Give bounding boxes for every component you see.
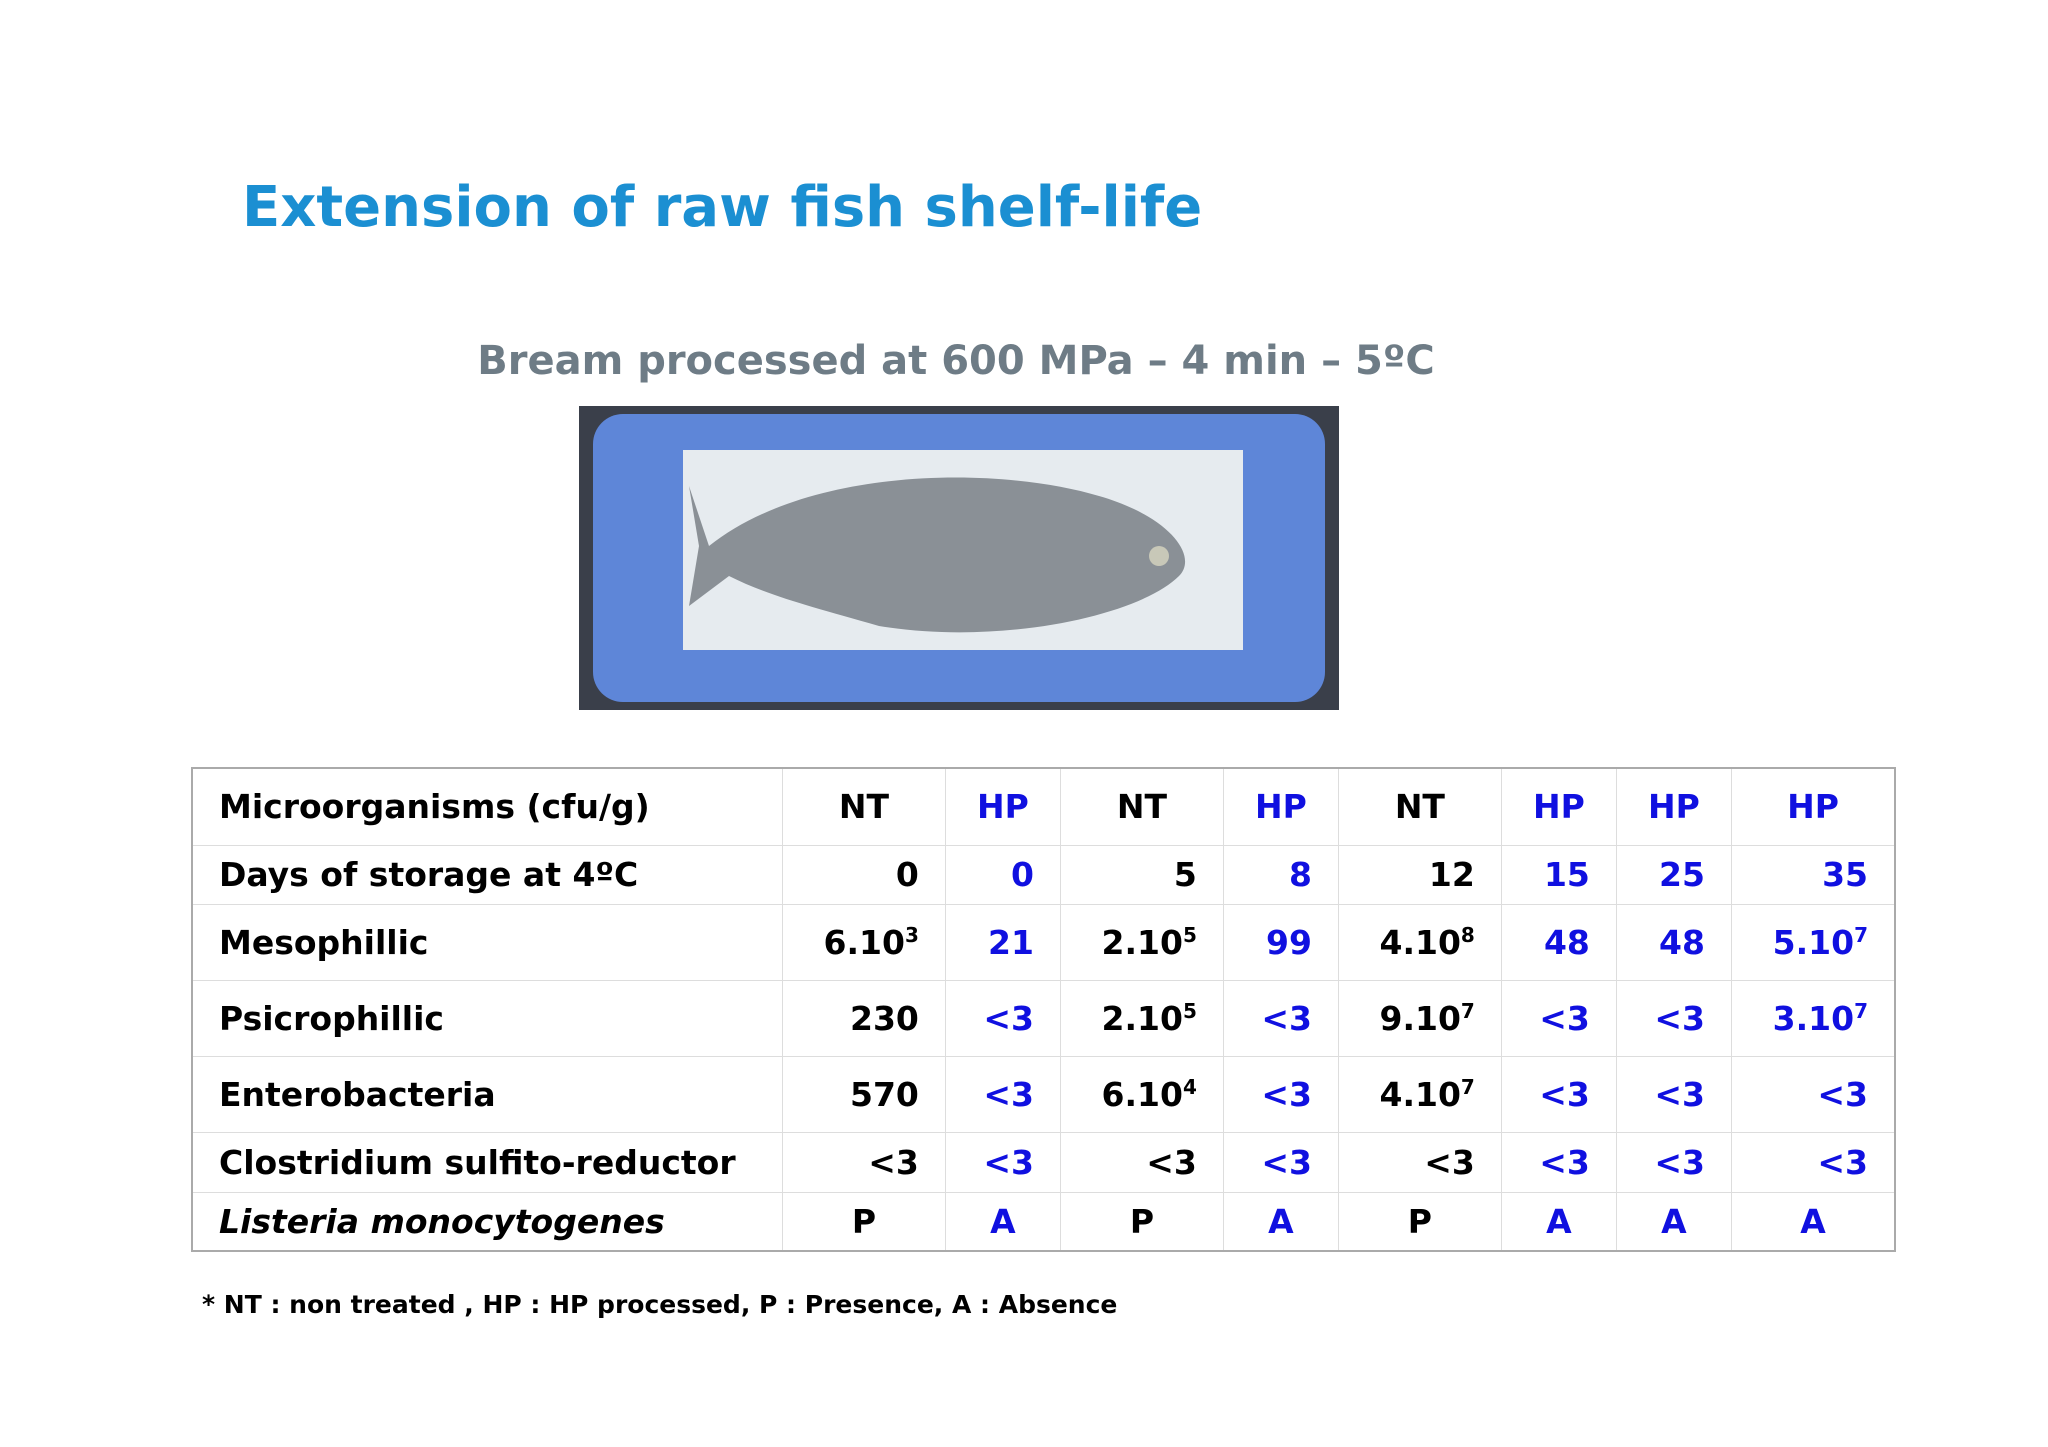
table-row: Microorganisms (cfu/g) NT HP NT HP NT HP HP HP	[191, 767, 1896, 846]
table-cell: A	[1222, 1191, 1339, 1252]
table-cell: 12	[1337, 844, 1502, 905]
table-cell: NT	[782, 767, 946, 846]
cell-base: 4.10	[1379, 1074, 1461, 1114]
table-cell: Mesophillic	[191, 903, 783, 981]
data-table: Microorganisms (cfu/g) NT HP NT HP NT HP HP HP Da…	[191, 767, 1896, 1252]
table-cell: <3	[1615, 979, 1732, 1057]
table-row: Psicrophillic 230 <3 2.105 <3 9.107 <3 <3 3.107	[191, 979, 1896, 1057]
table-cell: A	[1500, 1191, 1617, 1252]
table-cell: <3	[944, 979, 1061, 1057]
table-cell: <3	[1337, 1131, 1502, 1193]
cell-base: 6.10	[823, 922, 905, 962]
table-cell: 0	[782, 844, 946, 905]
subtitle: Bream processed at 600 MPa – 4 min – 5ºC	[477, 338, 1435, 384]
table-cell: Microorganisms (cfu/g)	[191, 767, 783, 846]
table-cell: 48	[1500, 903, 1617, 981]
table-cell: 230	[782, 979, 946, 1057]
footnote: * NT : non treated , HP : HP processed, …	[202, 1290, 1118, 1319]
cell-exponent: 8	[1460, 922, 1475, 947]
table-cell: <3	[1059, 1131, 1224, 1193]
title: Extension of raw fish shelf-life	[242, 175, 1203, 240]
table-cell: 0	[944, 844, 1061, 905]
table-cell: 6.104	[1059, 1055, 1224, 1133]
table-cell: Listeria monocytogenes	[191, 1191, 783, 1252]
cell-base: 4.10	[1379, 922, 1461, 962]
table-cell: HP	[944, 767, 1061, 846]
table-cell: 35	[1730, 844, 1896, 905]
table-cell: 8	[1222, 844, 1339, 905]
table-cell: <3	[944, 1131, 1061, 1193]
table-row: Enterobacteria 570 <3 6.104 <3 4.107 <3 <3 <3	[191, 1055, 1896, 1133]
table-cell: A	[1730, 1191, 1896, 1252]
table-cell: 99	[1222, 903, 1339, 981]
table-cell: <3	[1500, 1131, 1617, 1193]
cell-base: 2.10	[1101, 922, 1183, 962]
table-cell: P	[782, 1191, 946, 1252]
table-cell: <3	[1730, 1131, 1896, 1193]
table-cell: P	[1337, 1191, 1502, 1252]
table-row: Listeria monocytogenes P A P A P A A A	[191, 1191, 1896, 1252]
cell-exponent: 7	[1854, 922, 1868, 947]
table-cell: NT	[1337, 767, 1502, 846]
table-cell: 570	[782, 1055, 946, 1133]
table-cell: 15	[1500, 844, 1617, 905]
cell-exponent: 7	[1460, 1074, 1475, 1099]
table-cell: 4.108	[1337, 903, 1502, 981]
table-row: Mesophillic 6.103 21 2.105 99 4.108 48 48 5.107	[191, 903, 1896, 981]
table-cell: 5	[1059, 844, 1224, 905]
table-cell: P	[1059, 1191, 1224, 1252]
table-cell: Enterobacteria	[191, 1055, 783, 1133]
table-cell: HP	[1730, 767, 1896, 846]
table-cell: <3	[1500, 979, 1617, 1057]
cell-base: 2.10	[1101, 998, 1183, 1038]
table-cell: 2.105	[1059, 979, 1224, 1057]
table-row: Clostridium sulfito-reductor <3 <3 <3 <3 <3 <3…	[191, 1131, 1896, 1193]
cell-base: 9.10	[1379, 998, 1461, 1038]
table-cell: 2.105	[1059, 903, 1224, 981]
cell-exponent: 7	[1460, 998, 1475, 1023]
table-cell: <3	[1222, 1131, 1339, 1193]
table-cell: HP	[1222, 767, 1339, 846]
table-cell: <3	[782, 1131, 946, 1193]
table-cell: <3	[1615, 1055, 1732, 1133]
cell-base: 6.10	[1101, 1074, 1183, 1114]
table-cell: NT	[1059, 767, 1224, 846]
table-cell: <3	[944, 1055, 1061, 1133]
table-cell: Psicrophillic	[191, 979, 783, 1057]
table-cell: Clostridium sulfito-reductor	[191, 1131, 783, 1193]
table-cell: 48	[1615, 903, 1732, 981]
cell-exponent: 4	[1182, 1074, 1197, 1099]
table-cell: HP	[1615, 767, 1732, 846]
table-cell: <3	[1615, 1131, 1732, 1193]
table-cell: A	[1615, 1191, 1732, 1252]
table-cell: 3.107	[1730, 979, 1896, 1057]
table-cell: <3	[1500, 1055, 1617, 1133]
cell-exponent: 7	[1854, 998, 1868, 1023]
table-cell: 9.107	[1337, 979, 1502, 1057]
cell-exponent: 5	[1182, 922, 1197, 947]
table-cell: 6.103	[782, 903, 946, 981]
table-row: Days of storage at 4ºC 0 0 5 8 12 15 25 35	[191, 844, 1896, 905]
table-cell: 21	[944, 903, 1061, 981]
table-cell: <3	[1222, 1055, 1339, 1133]
table-cell: Days of storage at 4ºC	[191, 844, 783, 905]
fish-photo	[579, 406, 1339, 710]
cell-exponent: 3	[904, 922, 919, 947]
cell-exponent: 5	[1182, 998, 1197, 1023]
table-cell: <3	[1222, 979, 1339, 1057]
table-cell: 5.107	[1730, 903, 1896, 981]
table-cell: A	[944, 1191, 1061, 1252]
table-cell: <3	[1730, 1055, 1896, 1133]
table-cell: 4.107	[1337, 1055, 1502, 1133]
table-cell: HP	[1500, 767, 1617, 846]
table-cell: 25	[1615, 844, 1732, 905]
cell-base: 3.10	[1772, 998, 1855, 1038]
cell-base: 5.10	[1772, 922, 1855, 962]
